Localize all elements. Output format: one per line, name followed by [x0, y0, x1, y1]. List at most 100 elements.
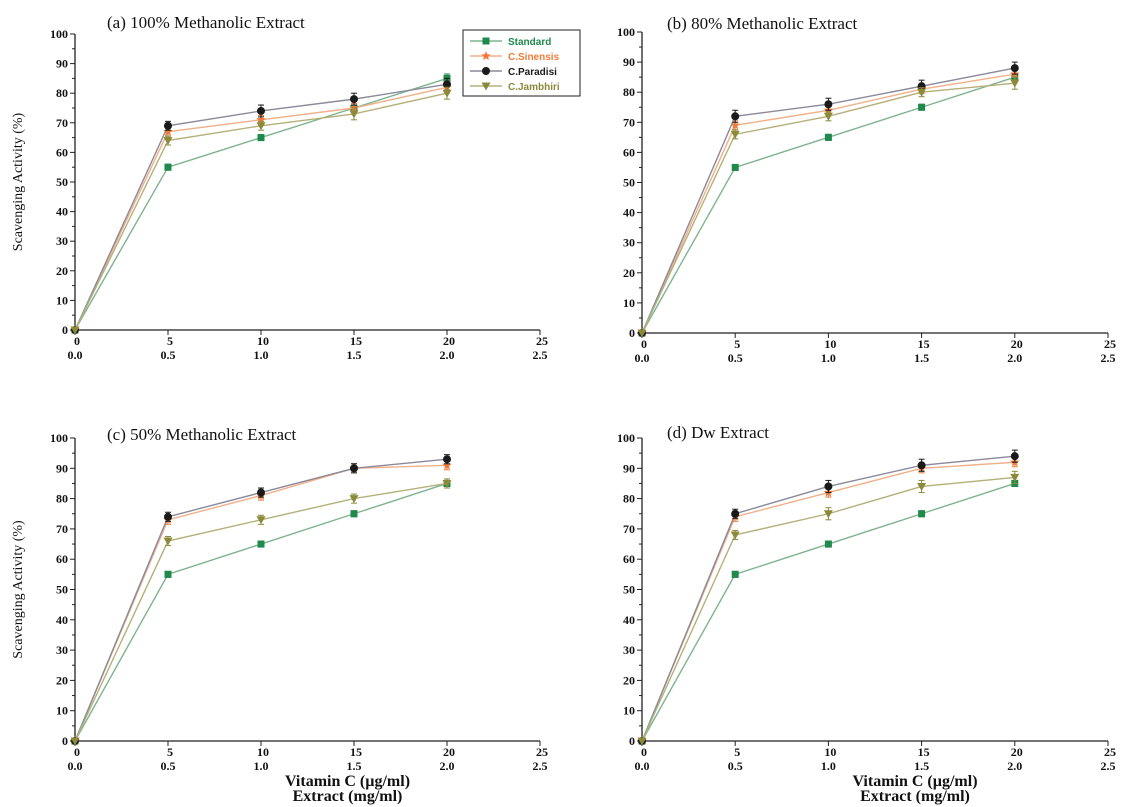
- y-tick-label: 40: [56, 205, 68, 219]
- x-tick-label-bottom: 0.5: [728, 759, 743, 773]
- x-tick-label-bottom: 2.0: [1007, 759, 1022, 773]
- panel-d: (d) Dw Extract 0 10 20 30 40 50 60 70 80 90 100 00.0…: [617, 423, 1116, 805]
- x-tick-label-bottom: 0.0: [635, 759, 650, 773]
- data-point: [823, 112, 833, 121]
- x-tick-label-top: 10: [824, 745, 836, 759]
- data-point: [350, 464, 358, 473]
- y-tick-label: 20: [623, 673, 635, 687]
- y-tick-label: 100: [617, 431, 635, 445]
- data-point: [730, 130, 740, 139]
- x-tick-label-top: 5: [167, 745, 173, 759]
- data-point: [257, 134, 265, 142]
- data-point: [1010, 79, 1020, 88]
- x-tick-label-top: 10: [824, 337, 836, 351]
- y-tick-label: 60: [56, 145, 68, 159]
- data-point: [164, 512, 172, 521]
- panel-b: (b) 80% Methanolic Extract01020304050607…: [617, 14, 1116, 365]
- x-tick-label-bottom: 0.5: [161, 759, 176, 773]
- data-point: [731, 112, 740, 121]
- x-tick-label-top: 15: [918, 745, 930, 759]
- x-tick-label-top: 25: [536, 334, 548, 348]
- data-point: [1010, 64, 1019, 73]
- x-tick-label-top: 0: [641, 745, 647, 759]
- x-tick-label-top: 15: [350, 334, 362, 348]
- data-point: [918, 103, 926, 111]
- series-c-jambhiri: [637, 470, 1020, 746]
- y-tick-label: 80: [623, 85, 635, 99]
- x-tick-label-top: 25: [1104, 337, 1116, 351]
- series-line: [641, 455, 1015, 742]
- y-axis-label: Scavenging Activity (%): [11, 112, 26, 251]
- y-tick-label: 10: [623, 296, 635, 310]
- y-tick-label: 50: [623, 583, 635, 597]
- panel-title: (d) Dw Extract: [667, 423, 769, 442]
- y-axis-label: Scavenging Activity (%): [11, 520, 26, 659]
- y-tick-label: 50: [56, 583, 68, 597]
- y-tick-label: 0: [62, 734, 68, 748]
- x-tick-label-top: 0: [74, 745, 80, 759]
- x-tick-label-top: 20: [443, 334, 455, 348]
- panel-title: (b) 80% Methanolic Extract: [667, 14, 858, 33]
- x-tick-label-bottom: 0.0: [635, 351, 650, 365]
- x-axis-label-line2: Extract (mg/ml): [860, 788, 970, 805]
- x-axis-label-line2: Extract (mg/ml): [293, 788, 403, 805]
- x-tick-label-top: 0: [74, 334, 80, 348]
- y-tick-label: 0: [629, 326, 635, 340]
- data-point: [164, 570, 172, 578]
- y-tick-label: 10: [56, 704, 68, 718]
- data-point: [163, 126, 173, 136]
- x-tick-label-bottom: 1.5: [914, 351, 929, 365]
- legend-label: C.Jambhiri: [508, 82, 560, 93]
- x-tick-label-top: 20: [443, 745, 455, 759]
- series-line: [74, 464, 448, 742]
- data-point: [443, 455, 451, 464]
- panel-a: (a) 100% Methanolic Extract0102030405060…: [11, 13, 548, 362]
- x-tick-label-top: 5: [734, 745, 740, 759]
- x-tick-label-top: 5: [734, 337, 740, 351]
- x-tick-label-bottom: 2.0: [440, 348, 455, 362]
- data-point: [443, 80, 451, 89]
- x-axis-label-line1: Vitamin C (µg/ml): [852, 773, 977, 790]
- panel-title: (a) 100% Methanolic Extract: [107, 13, 305, 32]
- data-point: [442, 479, 452, 488]
- data-point: [917, 88, 927, 97]
- data-point: [481, 82, 491, 91]
- x-tick-label-bottom: 1.5: [914, 759, 929, 773]
- y-tick-label: 40: [56, 613, 68, 627]
- panel-c: (c) 50% Methanolic Extract01020304050607…: [11, 425, 548, 805]
- x-tick-label-top: 10: [257, 745, 269, 759]
- y-tick-label: 0: [62, 323, 68, 337]
- y-tick-label: 90: [623, 461, 635, 475]
- series-c-paradisi: [71, 77, 451, 334]
- series-line: [641, 461, 1015, 742]
- data-point: [731, 570, 739, 578]
- y-tick-label: 70: [623, 115, 635, 129]
- y-tick-label: 30: [56, 234, 68, 248]
- x-tick-label-top: 5: [167, 334, 173, 348]
- legend-label: Standard: [508, 37, 551, 48]
- data-point: [637, 737, 647, 746]
- data-point: [70, 326, 80, 335]
- y-tick-label: 50: [56, 175, 68, 189]
- y-tick-label: 70: [56, 522, 68, 536]
- x-tick-label-bottom: 2.0: [440, 759, 455, 773]
- legend-entry: C.Paradisi: [470, 67, 557, 78]
- x-tick-label-bottom: 1.0: [821, 759, 836, 773]
- y-tick-label: 80: [623, 492, 635, 506]
- data-point: [730, 120, 740, 130]
- x-tick-label-top: 20: [1011, 337, 1023, 351]
- y-tick-label: 100: [617, 25, 635, 39]
- data-point: [257, 488, 265, 497]
- data-point: [256, 114, 266, 124]
- y-tick-label: 10: [56, 293, 68, 307]
- legend-label: C.Paradisi: [508, 67, 557, 78]
- series-c-jambhiri: [70, 478, 452, 746]
- series-line: [641, 482, 1016, 742]
- data-point: [442, 460, 452, 470]
- data-point: [1010, 452, 1019, 461]
- y-tick-label: 40: [623, 613, 635, 627]
- y-tick-label: 90: [623, 55, 635, 69]
- data-point: [481, 51, 491, 61]
- y-tick-label: 50: [623, 176, 635, 190]
